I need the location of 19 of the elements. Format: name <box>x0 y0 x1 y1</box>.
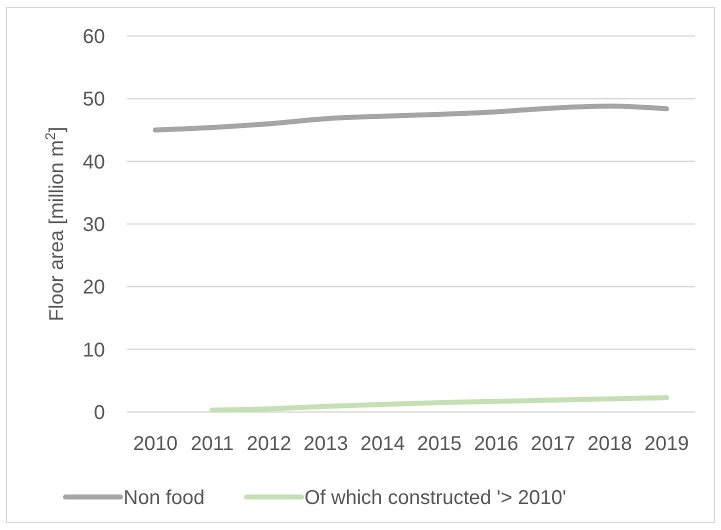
x-tick-label: 2012 <box>246 433 292 455</box>
x-tick-label: 2014 <box>360 433 405 455</box>
x-tick-label: 2016 <box>474 433 518 455</box>
legend-label: Non food <box>124 487 205 509</box>
x-tick-label: 2013 <box>304 433 348 455</box>
x-tick-label: 2011 <box>190 433 234 455</box>
y-tick-label: 30 <box>82 214 105 236</box>
y-tick-label: 0 <box>94 402 105 424</box>
y-tick-label: 10 <box>82 339 105 362</box>
x-tick-label: 2017 <box>530 433 576 455</box>
y-tick-label: 50 <box>82 88 105 111</box>
y-tick-label: 20 <box>82 276 105 299</box>
y-tick-label: 60 <box>82 26 105 48</box>
x-tick-label: 2010 <box>133 433 178 455</box>
x-tick-label: 2015 <box>417 433 462 455</box>
x-tick-label: 2019 <box>644 433 689 455</box>
y-tick-label: 40 <box>82 151 105 174</box>
x-tick-label: 2018 <box>588 433 632 455</box>
legend-label: Of which constructed '> 2010' <box>304 487 566 509</box>
